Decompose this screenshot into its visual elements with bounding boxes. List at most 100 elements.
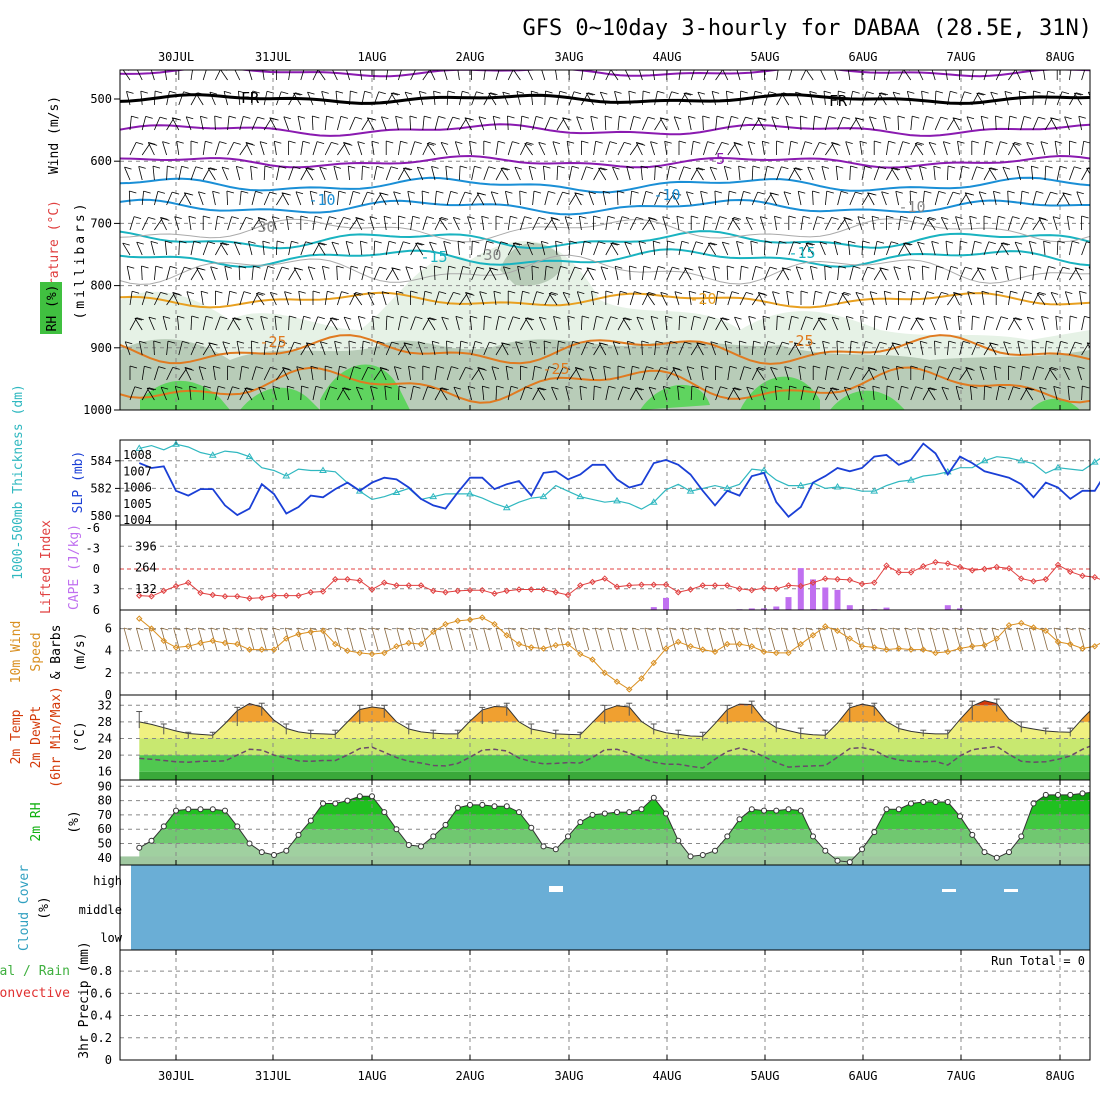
wind-barb — [276, 166, 280, 181]
wind-barb — [337, 366, 340, 381]
wind10-marker — [699, 646, 706, 653]
wind-barb — [507, 386, 512, 401]
li-marker — [258, 594, 265, 601]
wind-barb-flag — [648, 217, 656, 220]
wind-barb-flag — [892, 167, 901, 171]
wind-barb — [1005, 266, 1009, 281]
wind-barb-flag — [628, 90, 636, 94]
wind-barb-flag — [691, 215, 699, 219]
wind-barb-flag — [226, 190, 235, 194]
wind-barb-flag — [819, 241, 828, 245]
wind-barb-flag — [200, 115, 208, 119]
wind10-barb — [731, 627, 738, 651]
wind-barb-flag — [160, 292, 168, 295]
rh2m-marker — [173, 807, 179, 814]
wind-barb-flag — [853, 266, 861, 269]
wind-barb — [614, 266, 619, 281]
wind-barb — [825, 291, 830, 306]
wind-barb — [910, 291, 914, 306]
wind-barb-flag — [398, 215, 406, 219]
wind-barb-flag — [1067, 385, 1076, 389]
wind-barb-flag — [964, 266, 973, 270]
wind10-barb — [805, 627, 813, 651]
wind-barb-flag — [439, 387, 448, 391]
li-marker — [552, 589, 559, 596]
wind-barb-flag — [136, 317, 144, 321]
wind10-marker — [650, 659, 657, 667]
wind10-marker — [528, 644, 535, 651]
wind-barb-flag — [836, 340, 845, 344]
wind-barb-flag — [176, 140, 184, 144]
wind-barb — [467, 386, 472, 401]
wind-barb — [648, 386, 655, 401]
wind-barb-flag — [938, 191, 946, 194]
thickness-marker — [539, 492, 548, 500]
wind-barb — [310, 366, 314, 381]
wind-barb — [260, 316, 265, 331]
wind-barb — [724, 341, 729, 356]
wind-barb — [1020, 366, 1024, 381]
rh2m-marker — [687, 853, 694, 860]
wind-barb-flag — [789, 385, 797, 389]
wind-barb-flag — [167, 340, 176, 344]
wind-barb-flag — [281, 266, 290, 270]
wind-barb-flag — [474, 165, 482, 169]
wind-barb — [764, 91, 770, 106]
wind10-barb — [1028, 627, 1036, 651]
wind-barb — [200, 291, 204, 306]
rh2m-marker — [197, 806, 204, 813]
wind-barb — [154, 116, 161, 131]
wind-barb — [548, 293, 558, 306]
wind-barb — [898, 216, 902, 231]
wind-barb-flag — [479, 368, 487, 371]
wind-barb-flag — [991, 266, 999, 270]
temp-band — [139, 738, 1090, 756]
wind-barb — [845, 316, 851, 331]
wind-barb-flag — [300, 215, 308, 219]
wind-barb-flag — [634, 387, 643, 391]
wind-barb-flag — [760, 386, 769, 389]
wind-barb-flag — [546, 265, 554, 269]
rh2m-tick-label: 90 — [98, 779, 112, 793]
t2m-tick-label: 20 — [98, 748, 112, 762]
wind-barb-flag — [548, 366, 557, 369]
wind-barb — [678, 70, 681, 81]
wind-barb — [293, 92, 302, 106]
wind10-barb — [582, 627, 590, 651]
wind-barb-flag — [484, 315, 492, 319]
wind10-marker — [871, 644, 878, 651]
wind-barb — [837, 90, 839, 106]
wind-barb-flag — [326, 115, 334, 119]
wind-barb-flag — [310, 365, 319, 369]
wind-barb — [883, 291, 887, 306]
wind-barb — [591, 291, 594, 306]
wind-barb — [1056, 341, 1062, 356]
wind-barb-flag — [1002, 166, 1011, 170]
wind-barb-flag — [829, 291, 837, 294]
wind-barb — [959, 192, 968, 206]
wind-barb-flag — [1060, 341, 1068, 344]
wind-barb-flag — [721, 142, 729, 145]
wind-barb — [422, 216, 428, 231]
wind10-barb — [929, 627, 937, 651]
wind-barb — [983, 342, 992, 356]
wind-barb — [141, 191, 144, 206]
wind-barb — [459, 266, 464, 281]
wind-barb — [610, 242, 619, 256]
wind-barb — [154, 292, 161, 306]
wind-barb-flag — [314, 215, 323, 219]
wind-barb-flag — [936, 265, 944, 269]
wind-barb — [349, 218, 358, 231]
wind-barb-flag — [160, 217, 168, 220]
wind-barb — [464, 117, 472, 131]
li-marker — [466, 586, 474, 594]
wind-barb-flag — [1039, 386, 1047, 390]
wind-barb — [300, 316, 304, 331]
wind-barb — [459, 91, 463, 106]
wind-barb-flag — [779, 240, 787, 244]
wind-barb — [910, 386, 916, 401]
wind-barb-flag — [720, 386, 728, 390]
wind-barb-flag — [517, 265, 525, 269]
wind10-barb — [756, 627, 763, 651]
wind-barb — [502, 91, 509, 106]
